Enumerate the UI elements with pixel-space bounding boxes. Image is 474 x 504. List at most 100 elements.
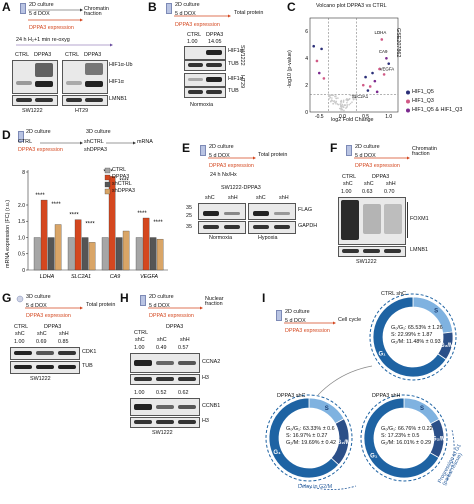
significant-gene-point: [373, 79, 377, 83]
f-foxm1: FOXM1: [410, 216, 429, 222]
bar: [156, 238, 164, 271]
c-xlabel: log2 Fold Change: [331, 117, 374, 123]
legend-marker: [406, 90, 410, 95]
bar: [67, 237, 75, 271]
e-treat: 24 h Nx/Hx: [210, 172, 237, 178]
significant-gene-point: [312, 44, 316, 48]
g-lane-3: shH: [59, 331, 69, 337]
bar: [88, 242, 96, 271]
x-tick-label: SLC2A1: [71, 274, 91, 280]
ring-dashed-outline: [369, 293, 457, 381]
h-blot-ccna2: [130, 353, 200, 373]
d-culture2d: 2D culture: [26, 129, 51, 135]
h-v2-1: 1.00: [134, 390, 145, 396]
h-ccna2: CCNA2: [202, 359, 221, 365]
f-lane-2: shC: [364, 181, 374, 187]
significant-gene-point: [380, 38, 384, 41]
g-cdk1: CDK1: [82, 349, 97, 355]
i-ring2-t2: S: 16.97% ± 0.27: [286, 433, 328, 439]
a-treat: 24 h H₂+1 min re-oxyg: [16, 37, 70, 43]
bar: [142, 217, 150, 271]
d-leg-ctrl: CTRL: [112, 167, 127, 173]
b-blot-hif-ht: [184, 73, 226, 87]
y-tick-label: 0.5: [18, 252, 25, 258]
b-blot-hif-sw: [184, 46, 226, 60]
h-culture: 2D culture: [149, 294, 174, 300]
bar: [101, 237, 109, 271]
g-expr: DPPA3 expression: [26, 313, 71, 319]
y-tick-label: 2.0: [18, 203, 25, 209]
gene-point: [332, 103, 334, 105]
h-v2-3: 0.62: [178, 390, 189, 396]
gene-point: [338, 107, 341, 110]
g-val-1: 1.00: [14, 339, 25, 345]
e-nx: Normoxia: [209, 235, 233, 241]
bar: [149, 237, 157, 271]
gene-label: CA9: [379, 49, 388, 54]
b-tub-sw: TUB: [228, 61, 239, 67]
b-dox: 5 d DOX: [175, 11, 196, 17]
d-ctrl: CTRL: [18, 139, 33, 145]
e-expr: DPPA3 expression: [209, 163, 254, 169]
i-cc: Cell cycle: [338, 317, 362, 323]
panel-e-label: E: [182, 141, 191, 155]
h-cell: SW1222: [152, 430, 173, 436]
e-flag: FLAG: [298, 207, 313, 213]
f-blot-lmnb1: [338, 246, 406, 257]
f-lane-1: shC: [343, 181, 353, 187]
h-lane-1: shC: [135, 337, 145, 343]
gene-point: [329, 96, 332, 99]
e-lane-2: shH: [228, 195, 238, 201]
gene-point: [351, 94, 354, 97]
i-ring1-t2: S: 22.99% ± 1.87: [391, 332, 433, 338]
d-shctrl: shCTRL: [84, 139, 104, 145]
gene-point: [331, 94, 333, 97]
g-lane-1: shC: [15, 331, 25, 337]
phase-label: G₂/M: [440, 343, 454, 349]
gene-point: [344, 104, 346, 106]
a-blot-lmnb1-ht: [62, 95, 108, 106]
gene-point: [340, 109, 342, 111]
x-tick-label: 0.0: [339, 114, 346, 120]
gene-point: [340, 102, 342, 104]
a-expr: DPPA3 expression: [29, 25, 74, 31]
gene-point: [342, 105, 345, 108]
f-dox: 5 d DOX: [355, 153, 376, 159]
bar: [40, 199, 48, 271]
gene-point: [328, 94, 331, 97]
gene-point: [335, 101, 337, 104]
panel-b-label: B: [148, 0, 157, 14]
a-blot-hif-ht: [62, 60, 108, 94]
f-cell: SW1222: [356, 259, 377, 265]
e-hx: Hypoxia: [258, 235, 278, 241]
i-ring3-t3: G₂/M: 16.01% ± 0.29: [381, 440, 431, 446]
ring-dashed-outline: [265, 394, 353, 482]
f-fraction: Chromatin fraction: [412, 146, 437, 158]
e-lane-1: shC: [205, 195, 215, 201]
h-blot-h3a: [130, 374, 200, 385]
e-total: Total protein: [258, 152, 288, 158]
significance-label: ****: [153, 220, 163, 226]
gene-point: [329, 94, 332, 97]
g-culture: 3D culture: [26, 294, 51, 300]
x-tick-label: 1.0: [385, 114, 392, 120]
phase-label: G₁: [273, 450, 281, 456]
e-mw35: 35: [186, 205, 192, 211]
d-leg-shdppa3: shDPPA3: [112, 188, 135, 194]
i-expr: DPPA3 expression: [285, 328, 330, 334]
gene-point: [343, 109, 345, 112]
bar: [74, 219, 82, 271]
significance-label: ****: [69, 213, 79, 219]
gene-point: [354, 96, 356, 99]
gene-point: [339, 105, 342, 108]
legend-swatch: [104, 188, 111, 195]
d-leg-dppa3: DPPA3: [112, 174, 130, 180]
i-ring3-title: DPPA3 shH: [372, 393, 401, 399]
b-blot-tub-ht: [184, 87, 226, 98]
gene-point: [349, 94, 352, 97]
plot-frame: [309, 17, 399, 113]
culture-dish-icon: [140, 295, 146, 306]
